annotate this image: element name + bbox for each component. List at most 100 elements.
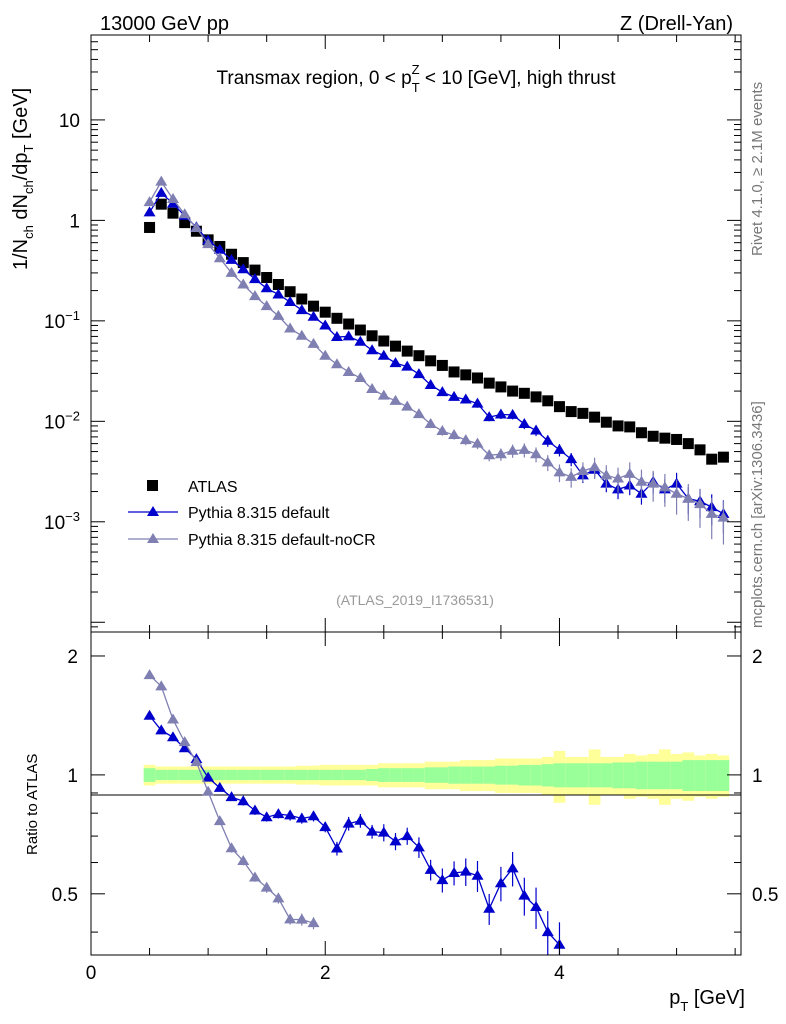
y-tick-label-main: 10 [59, 111, 80, 132]
x-tick-label: 0 [86, 963, 97, 984]
ratio-point-default [307, 810, 320, 821]
ratio-point-default [389, 835, 402, 846]
data-point-default [401, 360, 414, 371]
ratio-band-inner [670, 761, 683, 790]
y-tick-label-ratio-right: 1 [752, 766, 763, 787]
legend-label-atlas: ATLAS [188, 479, 238, 496]
data-point-default [248, 273, 261, 284]
ratio-point-nocr [295, 913, 308, 924]
data-point-atlas [436, 359, 448, 371]
data-point-atlas [565, 406, 577, 418]
data-point-atlas [401, 345, 413, 357]
ratio-point-default [272, 808, 285, 819]
ratio-band-inner [284, 769, 296, 781]
header-left: 13000 GeV pp [100, 13, 229, 35]
data-point-nocr [694, 498, 707, 509]
data-point-nocr [459, 434, 472, 445]
data-point-nocr [588, 461, 601, 472]
ratio-band-inner [331, 769, 343, 781]
data-point-atlas [542, 395, 554, 407]
ratio-point-default [260, 811, 273, 822]
ratio-point-default [225, 791, 238, 802]
data-point-default [213, 243, 226, 254]
data-point-nocr [284, 322, 297, 333]
data-point-nocr [248, 290, 261, 301]
data-point-atlas [331, 312, 343, 324]
data-point-nocr [658, 481, 671, 492]
data-point-nocr [190, 221, 203, 232]
ratio-band-inner [682, 760, 695, 792]
data-point-default [272, 288, 285, 299]
data-point-nocr [143, 196, 156, 207]
ratio-band-inner [389, 768, 402, 782]
ratio-band-inner [483, 766, 496, 784]
data-point-nocr [377, 389, 390, 400]
data-point-nocr [623, 467, 636, 478]
data-point-default [483, 411, 496, 422]
data-point-default [319, 319, 332, 330]
data-point-atlas [378, 335, 390, 347]
legend-label-default: Pythia 8.315 default [188, 505, 330, 522]
legend-marker-default [147, 506, 159, 516]
ratio-band-inner [506, 765, 519, 785]
ratio-band-inner [530, 764, 542, 786]
ratio-band-inner [178, 769, 191, 781]
data-point-default [448, 390, 461, 401]
ratio-point-nocr [155, 680, 168, 691]
data-point-default [143, 206, 156, 217]
ratio-point-default [295, 812, 308, 823]
data-point-atlas [682, 438, 694, 450]
data-point-default [366, 344, 379, 355]
data-point-default [565, 453, 578, 464]
data-point-nocr [436, 425, 449, 436]
data-point-atlas [390, 340, 402, 352]
data-point-nocr [342, 365, 355, 376]
data-point-atlas [706, 453, 718, 465]
ratio-band-inner [565, 763, 578, 788]
y-tick-label-ratio-right: 2 [752, 647, 763, 668]
data-point-nocr [565, 470, 578, 481]
data-point-nocr [647, 477, 660, 488]
data-point-atlas [577, 407, 589, 419]
data-point-atlas [155, 198, 167, 210]
ratio-band-inner [553, 763, 566, 788]
data-point-default [354, 335, 367, 346]
data-point-nocr [237, 278, 250, 289]
data-point-default [330, 331, 343, 342]
data-point-atlas [612, 420, 624, 432]
ratio-line-nocr [149, 674, 314, 924]
ratio-point-default [354, 814, 367, 825]
ratio-band-inner [413, 768, 425, 782]
ratio-point-default [471, 869, 484, 880]
legend-label-nocr: Pythia 8.315 default-noCR [188, 532, 376, 549]
data-point-nocr [553, 466, 566, 477]
data-point-nocr [471, 437, 484, 448]
data-point-atlas [343, 318, 355, 330]
data-point-nocr [225, 266, 238, 277]
data-point-atlas [553, 401, 565, 413]
ratio-point-default [237, 795, 250, 806]
ratio-band-inner [577, 763, 589, 788]
data-point-nocr [541, 456, 554, 467]
data-point-atlas [308, 300, 320, 312]
data-point-atlas [448, 366, 460, 378]
ratio-band-inner [260, 769, 273, 781]
data-point-default [494, 408, 507, 419]
ratio-band-inner [694, 760, 706, 792]
data-point-nocr [635, 475, 648, 486]
data-point-nocr [600, 469, 613, 480]
data-point-atlas [647, 430, 659, 442]
data-point-atlas [624, 421, 636, 433]
ratio-band-inner [295, 769, 308, 781]
series-line-nocr [148, 180, 724, 519]
ratio-point-default [342, 817, 355, 828]
ratio-band-inner [354, 769, 367, 781]
data-point-nocr [412, 408, 425, 419]
data-point-nocr [330, 358, 343, 369]
data-point-nocr [518, 443, 531, 454]
ratio-frame [90, 631, 742, 956]
data-point-nocr [307, 337, 320, 348]
data-point-default [518, 418, 531, 429]
data-point-atlas [261, 272, 273, 284]
data-point-atlas [635, 427, 647, 439]
